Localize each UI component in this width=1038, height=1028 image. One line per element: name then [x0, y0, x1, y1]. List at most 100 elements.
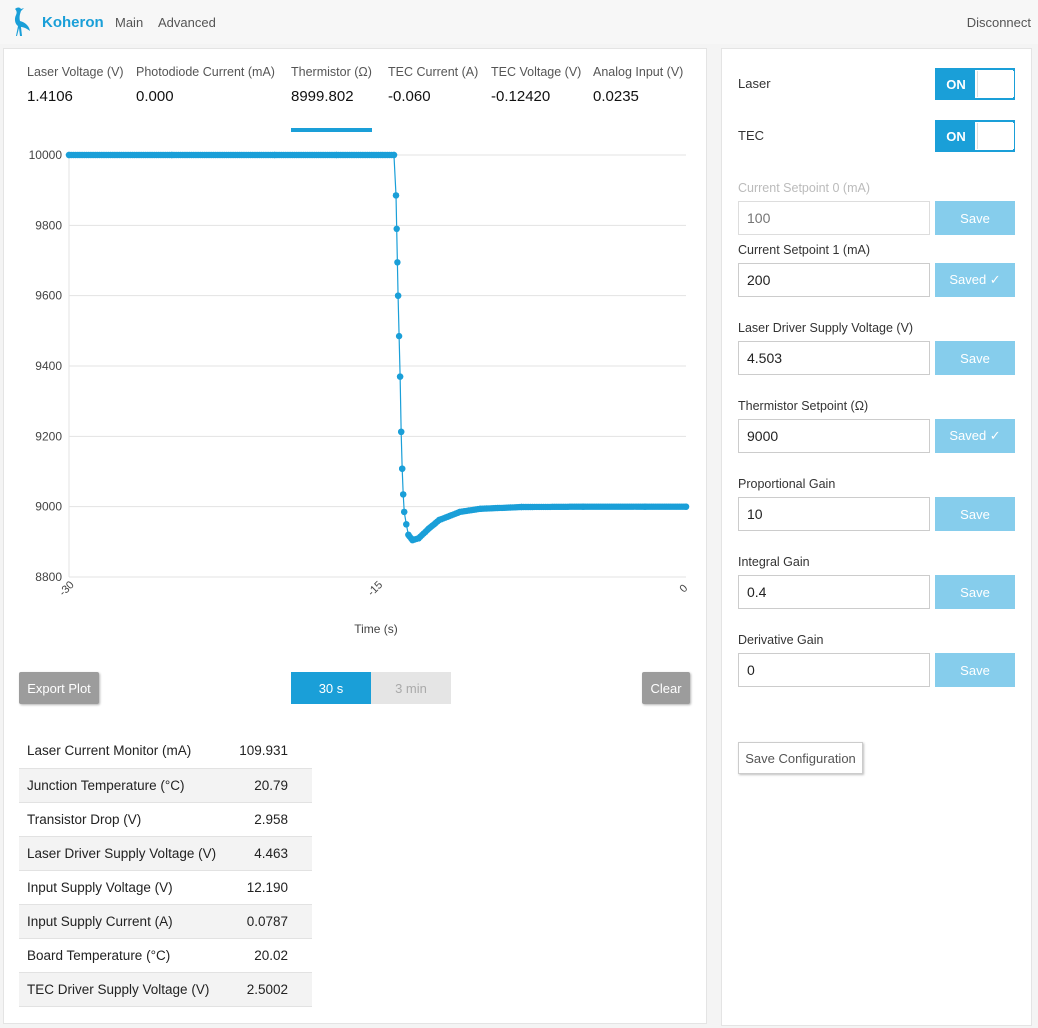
reading-laser-voltage[interactable]: Laser Voltage (V) 1.4106 — [27, 65, 124, 105]
laser-switch-state: ON — [937, 70, 975, 98]
data-point — [682, 503, 690, 510]
save-configuration-button[interactable]: Save Configuration — [738, 742, 863, 774]
data-point — [271, 151, 278, 159]
nav-main-link[interactable]: Main — [115, 15, 144, 30]
monitor-table: Laser Current Monitor (mA) 109.931 Junctio… — [19, 734, 312, 1007]
nav-advanced-link[interactable]: Advanced — [158, 15, 216, 30]
y-tick-label: 10000 — [29, 148, 63, 162]
integral-gain-save-button[interactable]: Save — [935, 575, 1015, 609]
brand-logo[interactable] — [10, 5, 34, 39]
reading-label: Laser Voltage (V) — [27, 65, 124, 79]
chart-grid — [68, 154, 686, 578]
reading-tec-voltage[interactable]: TEC Voltage (V) -0.12420 — [491, 65, 581, 105]
table-row: Board Temperature (°C) 20.02 — [19, 938, 312, 973]
reading-value: 0.000 — [136, 88, 174, 105]
monitor-value: 2.5002 — [229, 972, 312, 1007]
reading-label: Thermistor (Ω) — [291, 65, 372, 79]
data-point — [399, 465, 406, 472]
monitor-label: Laser Driver Supply Voltage (V) — [19, 836, 230, 871]
data-point — [400, 491, 407, 498]
y-tick-label: 9400 — [35, 359, 62, 373]
reading-label: TEC Current (A) — [388, 65, 479, 79]
integral-gain-label: Integral Gain — [738, 555, 810, 569]
proportional-gain-save-button[interactable]: Save — [935, 497, 1015, 531]
reading-analog-input[interactable]: Analog Input (V) 0.0235 — [593, 65, 683, 105]
data-point — [580, 503, 587, 510]
monitor-value: 0.0787 — [229, 904, 312, 939]
thermistor-setpoint-input[interactable] — [738, 419, 930, 453]
table-row: TEC Driver Supply Voltage (V) 2.5002 — [19, 972, 312, 1007]
x-tick-label: 0 — [677, 582, 690, 595]
table-row: Laser Current Monitor (mA) 109.931 — [19, 734, 312, 769]
data-point — [456, 508, 463, 516]
range-3min-button[interactable]: 3 min — [371, 672, 451, 704]
reading-value: -0.12420 — [491, 88, 551, 105]
current-setpoint-1-label: Current Setpoint 1 (mA) — [738, 243, 870, 257]
monitor-value: 109.931 — [229, 734, 312, 769]
derivative-gain-input[interactable] — [738, 653, 930, 687]
current-setpoint-0-input[interactable] — [738, 201, 930, 235]
table-row: Transistor Drop (V) 2.958 — [19, 802, 312, 837]
data-point — [390, 151, 398, 159]
reading-tec-current[interactable]: TEC Current (A) -0.060 — [388, 65, 478, 105]
chart-x-axis-title: Time (s) — [354, 622, 398, 636]
clear-button[interactable]: Clear — [642, 672, 690, 704]
laser-driver-supply-voltage-save-button[interactable]: Save — [935, 341, 1015, 375]
data-point — [392, 192, 400, 199]
reading-thermistor[interactable]: Thermistor (Ω) 8999.802 — [291, 65, 372, 132]
reading-label: TEC Voltage (V) — [491, 65, 582, 79]
current-setpoint-1-input[interactable] — [738, 263, 930, 297]
proportional-gain-input[interactable] — [738, 497, 930, 531]
data-point — [436, 516, 443, 524]
disconnect-link[interactable]: Disconnect — [966, 15, 1031, 30]
data-point — [333, 151, 340, 159]
data-point — [396, 373, 404, 380]
data-point — [405, 531, 412, 538]
time-range-toggle: 30 s 3 min — [291, 672, 451, 704]
switch-knob — [977, 123, 1014, 149]
current-setpoint-1-save-button[interactable]: Saved ✓ — [935, 263, 1015, 297]
thermistor-setpoint-save-button[interactable]: Saved ✓ — [935, 419, 1015, 453]
y-tick-label: 9800 — [35, 218, 62, 232]
tec-switch[interactable]: ON — [935, 120, 1015, 152]
monitor-label: Laser Current Monitor (mA) — [19, 734, 230, 769]
reading-photodiode-current[interactable]: Photodiode Current (mA) 0.000 — [136, 65, 275, 105]
laser-switch[interactable]: ON — [935, 68, 1015, 100]
reading-value: 1.4106 — [27, 88, 73, 105]
tec-switch-state: ON — [937, 122, 975, 150]
selected-reading-indicator — [291, 128, 372, 132]
laser-driver-supply-voltage-input[interactable] — [738, 341, 930, 375]
reading-value: 8999.802 — [291, 88, 354, 105]
brand-name[interactable]: Koheron — [42, 14, 104, 31]
monitor-value: 12.190 — [229, 870, 312, 905]
monitor-label: Input Supply Voltage (V) — [19, 870, 230, 905]
x-tick-label: -15 — [366, 579, 386, 599]
export-plot-button[interactable]: Export Plot — [19, 672, 99, 704]
laser-label: Laser — [738, 76, 771, 91]
monitor-value: 4.463 — [229, 836, 312, 871]
chart-y-axis: 10000 9800 9600 9400 9200 9000 8800 — [29, 148, 63, 584]
monitor-label: Board Temperature (°C) — [19, 938, 230, 973]
top-bar: Koheron Main Advanced Disconnect — [0, 0, 1038, 44]
control-panel: Laser ON TEC ON Current Setpoint 0 (mA) … — [721, 48, 1032, 1026]
derivative-gain-save-button[interactable]: Save — [935, 653, 1015, 687]
data-point — [398, 428, 405, 435]
data-point — [393, 225, 400, 232]
proportional-gain-label: Proportional Gain — [738, 477, 836, 491]
monitor-label: TEC Driver Supply Voltage (V) — [19, 972, 230, 1007]
data-point — [477, 505, 484, 512]
reading-value: 0.0235 — [593, 88, 639, 105]
data-point — [394, 259, 401, 266]
table-row: Input Supply Voltage (V) 12.190 — [19, 870, 312, 905]
integral-gain-input[interactable] — [738, 575, 930, 609]
current-setpoint-0-save-button[interactable]: Save — [935, 201, 1015, 235]
monitor-panel: Laser Voltage (V) 1.4106 Photodiode Curr… — [3, 48, 707, 1024]
data-point — [641, 503, 649, 510]
y-tick-label: 9600 — [35, 289, 62, 303]
data-point — [415, 535, 422, 542]
range-30s-button[interactable]: 30 s — [291, 672, 371, 704]
chart-series — [65, 151, 690, 544]
data-point — [401, 508, 408, 516]
data-point — [168, 151, 175, 159]
